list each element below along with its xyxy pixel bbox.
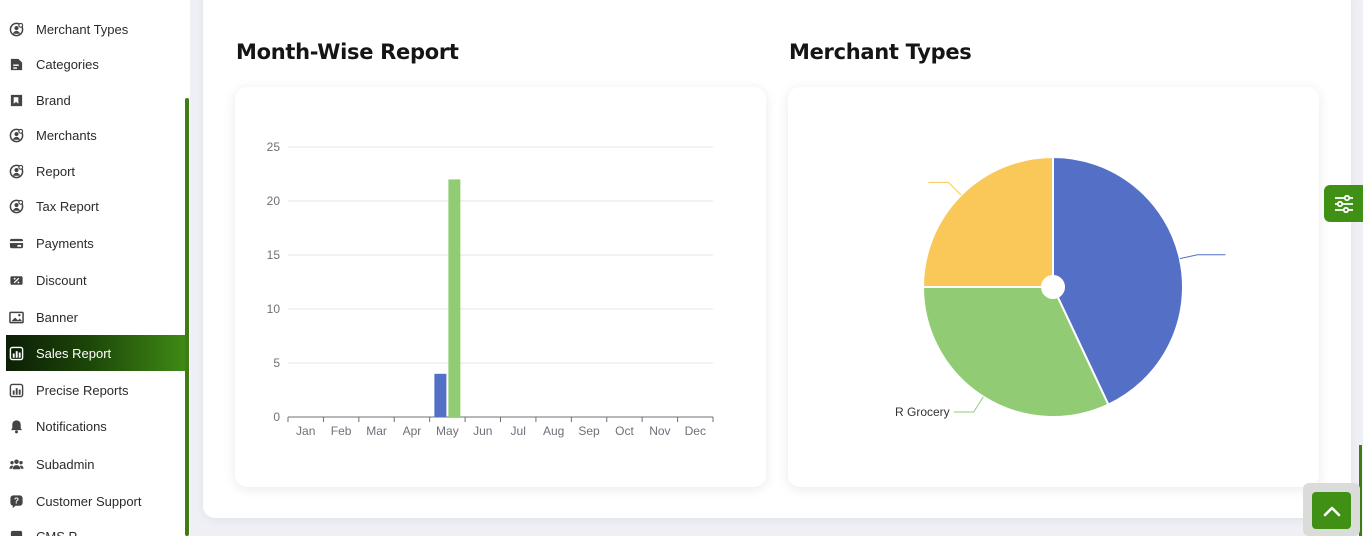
month-wise-bar-chart: 0 5 10 15 20 25 Jan Feb Mar Apr May Jun Jul Aug Sep Oct…	[267, 140, 714, 438]
month-wise-chart-panel: 0 5 10 15 20 25 Jan Feb Mar Apr May Jun Jul Aug Sep Oct…	[235, 87, 766, 487]
banner-icon	[8, 309, 24, 325]
sidebar-item-brand[interactable]: Brand	[6, 83, 186, 117]
y-tick-label: 25	[267, 140, 281, 154]
bar-series-1-may	[434, 373, 447, 417]
x-tick-label: Jul	[511, 424, 526, 438]
sidebar-item-label: Brand	[36, 92, 71, 108]
sidebar-item-label: Payments	[36, 235, 94, 251]
merchant-types-title: Merchant Types	[789, 40, 972, 64]
pie-slice-3	[922, 156, 1054, 288]
x-tick-label: Feb	[331, 424, 352, 438]
sidebar-item-label: Sales Report	[36, 345, 112, 361]
filter-settings-button[interactable]	[1324, 185, 1363, 222]
sidebar-item-categories[interactable]: Categories	[6, 47, 186, 81]
discount-icon	[8, 272, 24, 288]
y-tick-label: 0	[273, 410, 280, 424]
x-tick-label: Aug	[543, 424, 564, 438]
sidebar-scrollbar[interactable]	[185, 98, 189, 536]
month-wise-report-title: Month-Wise Report	[236, 40, 459, 64]
x-tick-label: Mar	[366, 424, 387, 438]
support-icon: ?	[8, 493, 24, 509]
sidebar-item-label: Discount	[36, 272, 87, 288]
pie-slice-2	[922, 286, 1110, 418]
sidebar-item-banner[interactable]: Banner	[6, 300, 186, 334]
pie-label-line	[953, 396, 984, 413]
pie-slice-1	[1052, 156, 1184, 406]
sidebar-item-precise-reports[interactable]: Precise Reports	[6, 373, 186, 407]
x-tick-label: Sep	[578, 424, 600, 438]
y-tick-label: 15	[267, 248, 281, 262]
x-tick-label: Oct	[615, 424, 634, 438]
cms-icon	[8, 528, 24, 536]
sidebar: Merchant Types Categories Brand Merchants Re…	[0, 0, 190, 536]
x-tick-label: May	[436, 424, 459, 438]
sidebar-item-label: Merchants	[36, 127, 97, 143]
sidebar-item-label: Tax Report	[36, 198, 99, 214]
merchant-types-icon	[8, 21, 24, 37]
sidebar-item-customer-support[interactable]: ? Customer Support	[6, 484, 186, 518]
pie-label-line	[1179, 254, 1226, 260]
sales-report-icon	[8, 345, 24, 361]
x-tick-label: Nov	[649, 424, 670, 438]
chevron-up-icon	[1323, 506, 1340, 516]
precise-reports-icon	[8, 382, 24, 398]
sidebar-item-label: Subadmin	[36, 456, 95, 472]
sidebar-item-cms-p[interactable]: CMS P	[6, 519, 186, 536]
sidebar-item-report[interactable]: Report	[6, 154, 186, 188]
merchant-types-chart-panel: R Grocery	[788, 87, 1319, 487]
sidebar-item-label: Report	[36, 163, 76, 179]
sidebar-item-merchants[interactable]: Merchants	[6, 118, 186, 152]
sliders-icon	[1335, 194, 1353, 213]
sidebar-item-discount[interactable]: Discount	[6, 263, 186, 297]
y-tick-label: 5	[273, 356, 280, 370]
y-tick-label: 10	[267, 302, 281, 316]
right-edge-accent	[1359, 445, 1362, 536]
sidebar-item-subadmin[interactable]: Subadmin	[6, 447, 186, 481]
sidebar-item-label: CMS P	[36, 528, 78, 536]
sidebar-item-label: Merchant Types	[36, 21, 129, 37]
pie-slice-label: R Grocery	[895, 405, 950, 419]
bell-icon	[8, 418, 24, 434]
sidebar-item-tax-report[interactable]: Tax Report	[6, 189, 186, 223]
sidebar-item-label: Customer Support	[36, 493, 142, 509]
pie-label-line	[928, 181, 962, 196]
merchant-types-pie-chart: R Grocery	[895, 156, 1226, 419]
payments-icon	[8, 235, 24, 251]
svg-text:?: ?	[13, 495, 18, 505]
sidebar-item-label: Notifications	[36, 418, 107, 434]
sidebar-item-label: Categories	[36, 56, 99, 72]
sidebar-item-notifications[interactable]: Notifications	[6, 409, 186, 443]
x-tick-label: Jun	[473, 424, 492, 438]
scroll-to-top-button[interactable]	[1312, 492, 1351, 529]
users-icon	[8, 456, 24, 472]
sidebar-item-label: Banner	[36, 309, 78, 325]
y-tick-label: 20	[267, 194, 281, 208]
categories-icon	[8, 56, 24, 72]
sidebar-item-payments[interactable]: Payments	[6, 226, 186, 260]
bar-series-2-may	[448, 179, 461, 417]
sidebar-item-sales-report[interactable]: Sales Report	[6, 335, 186, 371]
sidebar-item-merchant-types[interactable]: Merchant Types	[6, 12, 186, 46]
report-icon	[8, 163, 24, 179]
merchants-icon	[8, 127, 24, 143]
tax-report-icon	[8, 198, 24, 214]
x-tick-label: Jan	[296, 424, 315, 438]
brand-icon	[8, 92, 24, 108]
x-tick-label: Apr	[403, 424, 422, 438]
sidebar-item-label: Precise Reports	[36, 382, 129, 398]
x-tick-label: Dec	[685, 424, 706, 438]
